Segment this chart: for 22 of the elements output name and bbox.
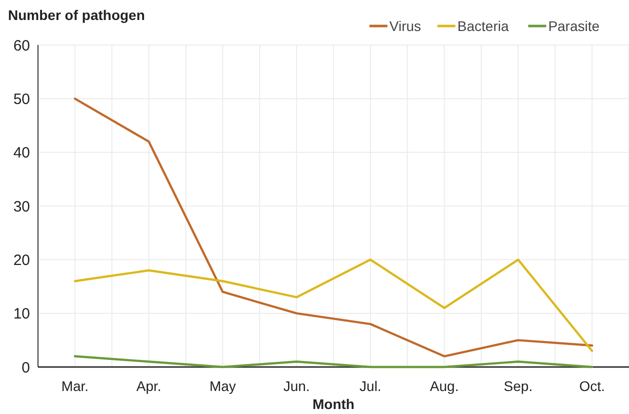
y-tick-label: 20 xyxy=(13,252,30,269)
legend-label: Virus xyxy=(389,18,422,34)
y-tick-label: 10 xyxy=(13,306,30,323)
legend-label: Bacteria xyxy=(457,18,509,34)
y-tick-label: 60 xyxy=(13,37,30,54)
x-tick-label: Jul. xyxy=(360,378,382,394)
x-tick-label: Oct. xyxy=(579,378,605,394)
line-series xyxy=(74,98,594,358)
x-tick-label: Aug. xyxy=(430,378,459,394)
y-tick-label: 0 xyxy=(22,359,30,376)
x-tick-label: May xyxy=(209,378,236,394)
x-tick-label: Mar. xyxy=(61,378,89,394)
line-series xyxy=(74,258,594,352)
legend-label: Parasite xyxy=(548,18,600,34)
y-axis-title: Number of pathogen xyxy=(8,7,145,23)
y-tick-label: 30 xyxy=(13,198,30,216)
y-tick-label: 40 xyxy=(13,144,30,162)
x-axis-title: Month xyxy=(312,396,354,412)
x-tick-label: Apr. xyxy=(136,378,162,394)
x-tick-label: Sep. xyxy=(504,378,533,394)
x-tick-label: Jun. xyxy=(283,378,310,394)
y-tick-label: 50 xyxy=(13,90,30,108)
